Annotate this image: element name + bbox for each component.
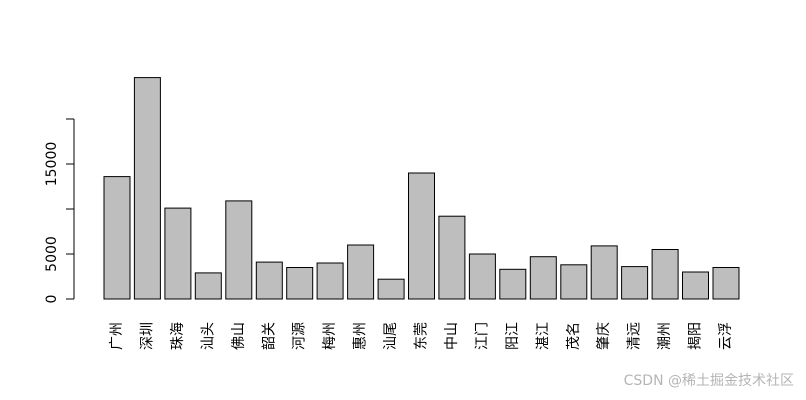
bar	[651, 249, 679, 300]
bar	[347, 244, 375, 300]
x-tick-label: 东莞	[414, 322, 430, 350]
x-tick-label: 珠海	[170, 322, 186, 350]
x-tick-label: 韶关	[261, 322, 277, 350]
x-tick-label: 广州	[109, 322, 125, 350]
x-tick-label: 佛山	[231, 322, 247, 350]
x-tick-label: 深圳	[139, 322, 155, 350]
y-tick-label: 0	[44, 295, 60, 304]
bar	[560, 264, 588, 300]
x-tick-label: 肇庆	[596, 322, 612, 350]
x-tick-label: 惠州	[353, 322, 369, 350]
bar	[438, 215, 466, 300]
bar	[133, 77, 161, 300]
bar	[408, 172, 435, 300]
bar	[286, 267, 314, 300]
bar	[468, 253, 496, 300]
x-tick-label: 茂名	[565, 322, 582, 350]
bar	[377, 278, 405, 300]
bar	[682, 271, 709, 300]
x-tick-label: 汕头	[200, 322, 216, 350]
x-tick-label: 云浮	[718, 322, 734, 350]
bar	[621, 266, 649, 300]
watermark: CSDN @稀土掘金技术社区	[623, 373, 794, 389]
bar	[712, 267, 740, 300]
bars	[103, 77, 740, 300]
x-tick-label: 潮州	[657, 322, 673, 350]
x-tick-label: 梅州	[322, 322, 338, 350]
bar	[194, 272, 222, 300]
bar	[255, 261, 283, 300]
bar	[590, 245, 618, 300]
y-tick-label: 5000	[44, 236, 60, 272]
x-tick-label: 河源	[292, 322, 308, 350]
x-tick-label: 揭阳	[688, 322, 704, 350]
y-tick-label: 15000	[44, 142, 60, 187]
bar	[316, 262, 344, 300]
x-tick-label: 清远	[627, 322, 643, 350]
x-tick-labels: 广州 深圳 珠海 汕头 佛山 韶关 河源 梅州 惠州 汕尾 东莞 中山 江门 阳江 湛江 茂名 肇庆 清远 潮州 揭阳…	[109, 322, 734, 350]
bar	[529, 256, 557, 300]
bar	[103, 176, 131, 300]
x-tick-label: 湛江	[535, 322, 551, 350]
x-tick-label: 中山	[444, 322, 460, 350]
bar	[225, 200, 253, 300]
x-tick-label: 江门	[474, 322, 490, 350]
y-axis: 0 5000 15000	[44, 118, 75, 304]
bar	[164, 207, 192, 300]
x-tick-label: 汕尾	[383, 322, 399, 350]
bar	[499, 268, 527, 300]
x-tick-label: 阳江	[505, 322, 521, 350]
